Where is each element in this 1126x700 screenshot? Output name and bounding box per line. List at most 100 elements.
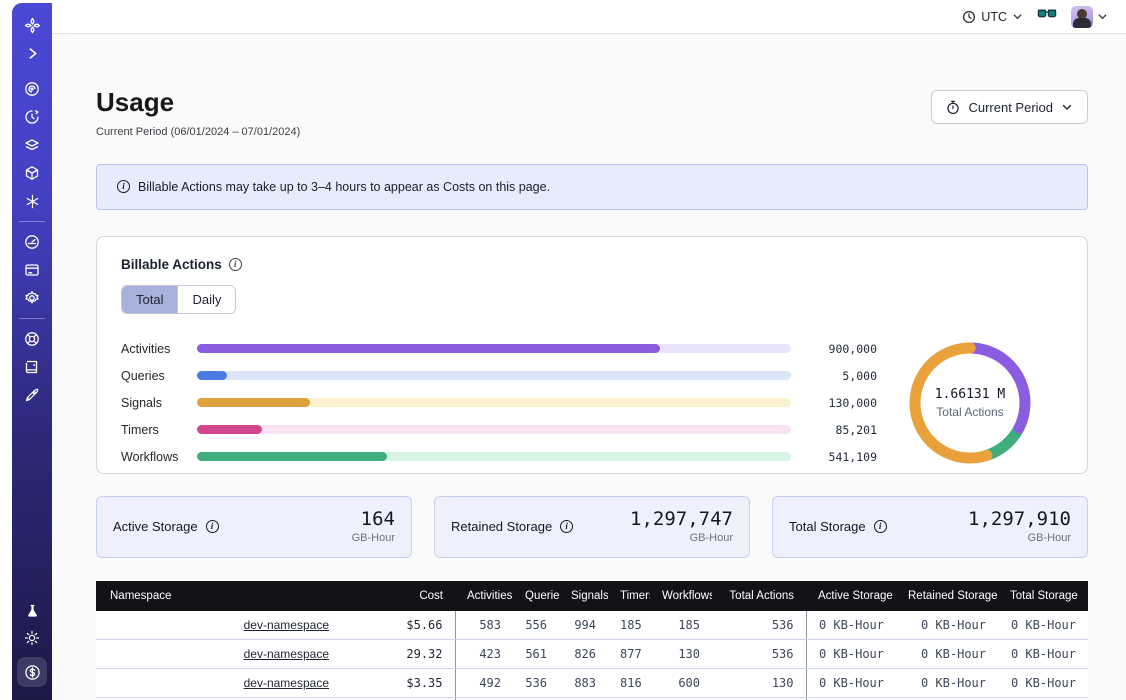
app-window: UTC Usage Current Period (06/01/2024 – 0… — [0, 0, 1126, 700]
timezone-selector[interactable]: UTC — [962, 10, 1023, 24]
total-storage-value: 1,297,910 — [968, 510, 1071, 530]
bar-fill — [197, 371, 227, 380]
sidebar-divider — [19, 318, 45, 319]
bar-label: Signals — [111, 396, 197, 410]
page-title: Usage — [96, 88, 300, 117]
support-lifebuoy-icon[interactable] — [12, 325, 52, 353]
namespace-usage-table: Namespace Cost Activities Queries Signal… — [96, 581, 1088, 700]
namespace-link[interactable]: dev-namespace — [244, 647, 329, 661]
storage-summary: Active Storage i 164 GB-Hour Retained St… — [96, 496, 1088, 558]
col-total-storage: Total Storage — [998, 581, 1088, 611]
topbar: UTC — [52, 0, 1126, 34]
usage-gauge-icon[interactable] — [12, 228, 52, 256]
asterisk-icon[interactable] — [12, 187, 52, 215]
timezone-label: UTC — [981, 10, 1007, 24]
total-actions-donut: 1.66131 M Total Actions — [877, 328, 1063, 478]
info-banner: i Billable Actions may take up to 3–4 ho… — [96, 164, 1088, 210]
col-timers: Timers — [608, 581, 650, 611]
col-retained-storage: Retained Storage — [896, 581, 998, 611]
col-queries: Queries — [513, 581, 559, 611]
info-icon[interactable]: i — [206, 520, 219, 533]
page-subtitle: Current Period (06/01/2024 – 07/01/2024) — [96, 126, 300, 138]
glasses-icon[interactable] — [1037, 7, 1057, 26]
bar-value: 130,000 — [805, 396, 877, 410]
schedules-clock-icon[interactable] — [12, 103, 52, 131]
billable-actions-card: Billable Actions i Total Daily Activitie… — [96, 236, 1088, 474]
bar-value: 5,000 — [805, 369, 877, 383]
bar-track — [197, 344, 791, 353]
left-gutter — [0, 0, 12, 700]
layers-icon[interactable] — [12, 131, 52, 159]
namespace-link[interactable]: dev-namespace — [244, 618, 329, 632]
bar-label: Workflows — [111, 450, 197, 464]
namespace-link[interactable]: dev-namespace — [244, 676, 329, 690]
stopwatch-icon — [946, 100, 960, 115]
package-cube-icon[interactable] — [12, 159, 52, 187]
bar-label: Queries — [111, 369, 197, 383]
temporal-logo-icon[interactable] — [12, 11, 52, 39]
period-label: Current Period — [968, 100, 1053, 115]
docs-book-icon[interactable] — [12, 353, 52, 381]
bar-track — [197, 425, 791, 434]
chevron-down-icon — [1012, 11, 1023, 22]
active-storage-card: Active Storage i 164 GB-Hour — [96, 496, 412, 558]
bar-row-workflows: Workflows 541,109 — [111, 443, 877, 470]
table-row: dev-namespace $3.35 492 536 883 816 600 … — [96, 668, 1088, 697]
active-storage-unit: GB-Hour — [352, 532, 395, 544]
total-storage-unit: GB-Hour — [968, 532, 1071, 544]
bar-track — [197, 452, 791, 461]
col-total-actions: Total Actions — [712, 581, 806, 611]
tab-daily[interactable]: Daily — [177, 286, 235, 313]
bar-row-activities: Activities 900,000 — [111, 335, 877, 362]
bar-value: 541,109 — [805, 450, 877, 464]
expand-sidebar-chevron-icon[interactable] — [12, 39, 52, 67]
bar-row-timers: Timers 85,201 — [111, 416, 877, 443]
retained-storage-unit: GB-Hour — [630, 532, 733, 544]
retained-storage-value: 1,297,747 — [630, 510, 733, 530]
avatar[interactable] — [1071, 6, 1093, 28]
total-storage-card: Total Storage i 1,297,910 GB-Hour — [772, 496, 1088, 558]
browser-window-icon[interactable] — [12, 256, 52, 284]
donut-total-sublabel: Total Actions — [935, 405, 1005, 419]
info-icon[interactable]: i — [229, 258, 242, 271]
billing-dollar-icon[interactable] — [12, 658, 52, 686]
page-content: Usage Current Period (06/01/2024 – 07/01… — [52, 34, 1126, 700]
namespaces-swirl-icon[interactable] — [12, 75, 52, 103]
info-icon: i — [117, 180, 130, 193]
current-period-dropdown[interactable]: Current Period — [931, 90, 1088, 124]
bar-fill — [197, 425, 262, 434]
bar-track — [197, 371, 791, 380]
chevron-down-icon — [1097, 11, 1108, 22]
bar-row-queries: Queries 5,000 — [111, 362, 877, 389]
billable-bar-chart: Activities 900,000 Queries 5,000 Signals — [111, 335, 877, 470]
table-row: dev-namespace $5.66 583 556 994 185 185 … — [96, 611, 1088, 640]
getting-started-rocket-icon[interactable] — [12, 381, 52, 409]
info-icon[interactable]: i — [874, 520, 887, 533]
col-activities: Activities — [455, 581, 513, 611]
tab-total[interactable]: Total — [122, 286, 177, 313]
table-header-row: Namespace Cost Activities Queries Signal… — [96, 581, 1088, 611]
col-signals: Signals — [559, 581, 608, 611]
active-storage-value: 164 — [352, 510, 395, 530]
retained-storage-label: Retained Storage — [451, 519, 552, 534]
billable-actions-title: Billable Actions — [121, 257, 222, 272]
info-icon[interactable]: i — [560, 520, 573, 533]
col-workflows: Workflows — [650, 581, 712, 611]
theme-sun-icon[interactable] — [12, 624, 52, 652]
bar-fill — [197, 398, 310, 407]
chevron-down-icon — [1061, 101, 1073, 113]
col-active-storage: Active Storage — [806, 581, 896, 611]
bar-label: Timers — [111, 423, 197, 437]
clock-icon — [962, 10, 976, 24]
retained-storage-card: Retained Storage i 1,297,747 GB-Hour — [434, 496, 750, 558]
labs-flask-icon[interactable] — [12, 596, 52, 624]
banner-text: Billable Actions may take up to 3–4 hour… — [138, 180, 550, 194]
donut-total-value: 1.66131 M — [935, 387, 1005, 402]
account-menu[interactable] — [1071, 6, 1108, 28]
settings-gear-icon[interactable] — [12, 284, 52, 312]
sidebar — [12, 3, 52, 700]
bar-value: 900,000 — [805, 342, 877, 356]
bar-label: Activities — [111, 342, 197, 356]
bar-fill — [197, 452, 387, 461]
total-storage-label: Total Storage — [789, 519, 866, 534]
